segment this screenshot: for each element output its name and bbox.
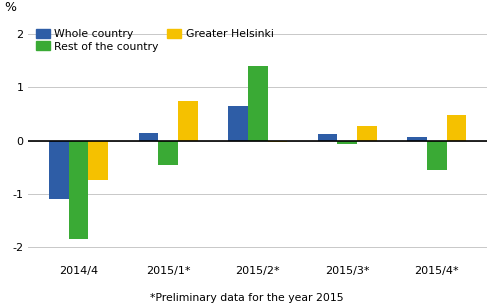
Y-axis label: %: % — [4, 1, 16, 14]
Bar — [88, 140, 108, 181]
Bar — [318, 134, 337, 140]
Bar — [49, 140, 69, 199]
Bar — [268, 140, 287, 142]
Bar — [69, 140, 88, 239]
Bar — [248, 66, 268, 140]
Text: *Preliminary data for the year 2015: *Preliminary data for the year 2015 — [150, 293, 344, 303]
Bar — [158, 140, 178, 164]
Bar — [407, 137, 427, 140]
Bar — [447, 115, 466, 140]
Bar — [357, 126, 377, 140]
Legend: Whole country, Rest of the country, Greater Helsinki: Whole country, Rest of the country, Grea… — [34, 26, 276, 54]
Bar — [228, 106, 248, 140]
Bar — [139, 133, 158, 140]
Bar — [178, 101, 198, 140]
Bar — [337, 140, 357, 144]
Bar — [427, 140, 447, 170]
